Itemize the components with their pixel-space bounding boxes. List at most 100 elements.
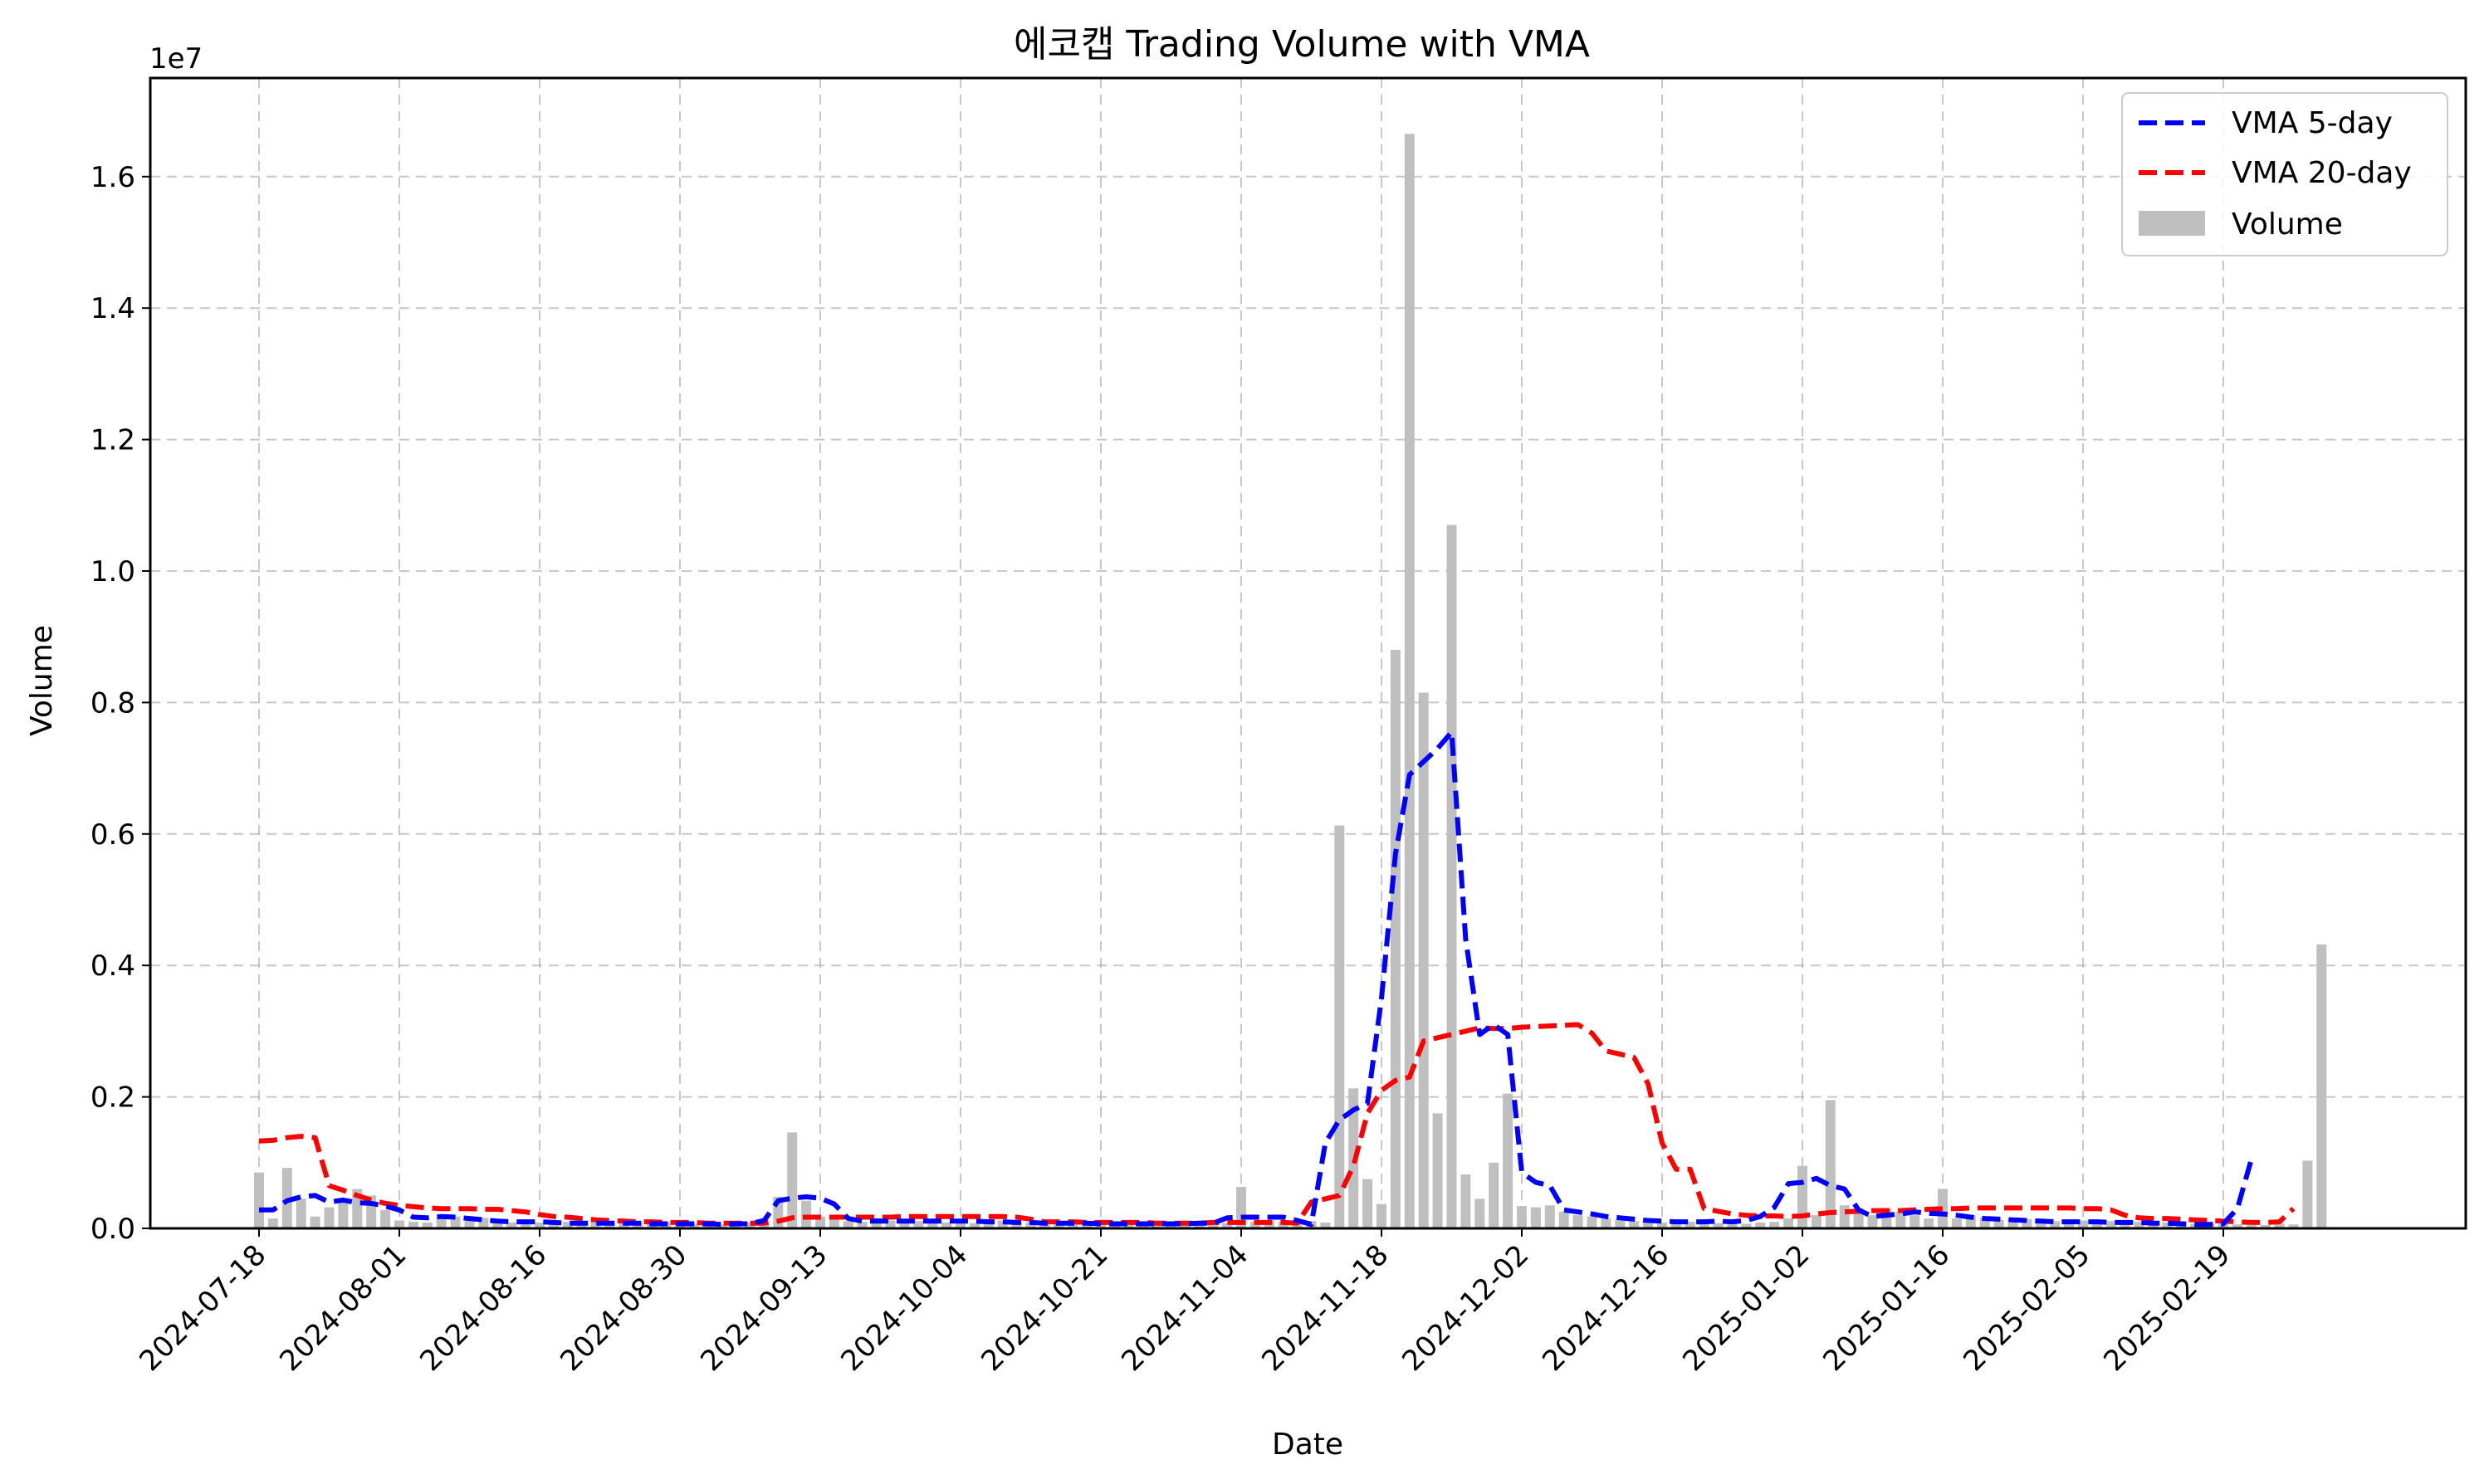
volume-bar [1418, 692, 1429, 1228]
volume-bar [1572, 1215, 1583, 1228]
volume-bar [1657, 1222, 1667, 1228]
volume-bar [1082, 1223, 1093, 1228]
volume-bar [394, 1220, 404, 1228]
volume-bar [1222, 1223, 1233, 1228]
volume-bar [1249, 1222, 1260, 1228]
volume-bar [1811, 1215, 1822, 1228]
volume-bar [1011, 1222, 1022, 1228]
y-tick-label: 0.6 [90, 818, 135, 852]
volume-bar [296, 1198, 306, 1228]
volume-bar [2007, 1218, 2018, 1228]
volume-bar [2120, 1222, 2130, 1228]
volume-bar [759, 1223, 770, 1228]
volume-bar [2091, 1222, 2102, 1228]
volume-bar [2260, 1225, 2271, 1228]
volume-bar [899, 1222, 910, 1228]
volume-bar [408, 1222, 418, 1228]
volume-bar [2232, 1224, 2242, 1228]
volume-bar [716, 1224, 727, 1228]
volume-bar [1825, 1100, 1836, 1228]
y-tick-label: 0.2 [90, 1081, 135, 1115]
volume-bar [281, 1168, 292, 1228]
volume-bar [1629, 1221, 1640, 1228]
volume-bar [1039, 1223, 1050, 1228]
volume-bar [2148, 1223, 2159, 1228]
volume-bar [1503, 1093, 1513, 1228]
volume-bar [492, 1221, 503, 1228]
volume-bar [1938, 1189, 1948, 1228]
volume-bar [829, 1218, 839, 1228]
volume-bar [1783, 1218, 1794, 1228]
volume-bar [1867, 1215, 1878, 1228]
plot-frame [149, 76, 2467, 1230]
volume-bar [1474, 1198, 1485, 1228]
volume-bar [1377, 1203, 1386, 1228]
volume-bar [1152, 1223, 1162, 1228]
volume-bar [941, 1222, 952, 1228]
volume-bar [1320, 1222, 1331, 1228]
volume-bar [1797, 1165, 1807, 1228]
legend-vma5-label: VMA 5-day [2232, 106, 2393, 140]
volume-bar [1951, 1218, 1962, 1228]
volume-bar [885, 1220, 896, 1228]
volume-bar [983, 1221, 994, 1228]
chart-title: 에코캡 Trading Volume with VMA [1014, 23, 1590, 66]
volume-bar [1362, 1179, 1373, 1228]
volume-bar [2162, 1222, 2173, 1228]
legend-volume-swatch [2139, 211, 2205, 236]
volume-bar [590, 1221, 601, 1228]
x-axis-label: Date [1272, 1428, 1343, 1462]
volume-bar [1025, 1222, 1036, 1228]
volume-bar [1123, 1223, 1134, 1228]
y-tick-label: 1.4 [90, 292, 135, 325]
vma5-line [259, 730, 2254, 1228]
volume-bar [1615, 1219, 1626, 1228]
vma-lines [258, 730, 2296, 1228]
volume-bar [1404, 134, 1415, 1228]
gridlines [150, 78, 2466, 1229]
volume-bar [801, 1200, 812, 1228]
y-tick-label: 1.2 [90, 424, 135, 457]
volume-bar [2316, 944, 2327, 1228]
y-offset-label: 1e7 [149, 42, 203, 76]
volume-bar [338, 1202, 349, 1228]
volume-bar [1096, 1223, 1106, 1228]
y-axis-ticks: 0.0 0.2 0.4 0.6 0.8 1.0 1.2 1.4 1.6 [90, 161, 150, 1246]
y-axis-label: Volume [25, 625, 59, 736]
volume-bar [1544, 1205, 1555, 1228]
volume-bar [464, 1220, 475, 1228]
volume-bar [2134, 1222, 2144, 1228]
volume-bar [1993, 1219, 2004, 1228]
volume-bar [787, 1132, 798, 1228]
volume-bar [1895, 1212, 1906, 1228]
volume-bar [1432, 1113, 1443, 1228]
volume-bar [857, 1222, 868, 1228]
volume-bar [927, 1220, 938, 1228]
vma20-line [258, 1022, 2296, 1226]
volume-bar [1755, 1222, 1766, 1228]
volume-bar [1489, 1162, 1499, 1228]
volume-bar [2274, 1223, 2285, 1228]
volume-bar [2036, 1220, 2046, 1228]
volume-bar [380, 1209, 391, 1228]
volume-bar [535, 1222, 545, 1228]
legend: VMA 5-day VMA 20-day Volume [2121, 92, 2448, 256]
volume-bar [1208, 1222, 1219, 1228]
volume-bar [1460, 1174, 1471, 1228]
volume-bar [1137, 1224, 1148, 1228]
volume-bar [913, 1221, 924, 1228]
volume-bar [2022, 1218, 2032, 1228]
volume-bar [619, 1223, 629, 1228]
volume-bar [1334, 825, 1345, 1228]
volume-bar [1530, 1207, 1541, 1228]
volume-bar [1278, 1222, 1289, 1228]
volume-bar [254, 1172, 264, 1228]
volume-bar [1517, 1206, 1527, 1228]
volume-bar [2078, 1220, 2088, 1228]
volume-bar [310, 1216, 320, 1228]
volume-bar [2288, 1224, 2299, 1228]
volume-bar [1910, 1215, 1920, 1228]
y-tick-label: 1.6 [90, 161, 135, 194]
